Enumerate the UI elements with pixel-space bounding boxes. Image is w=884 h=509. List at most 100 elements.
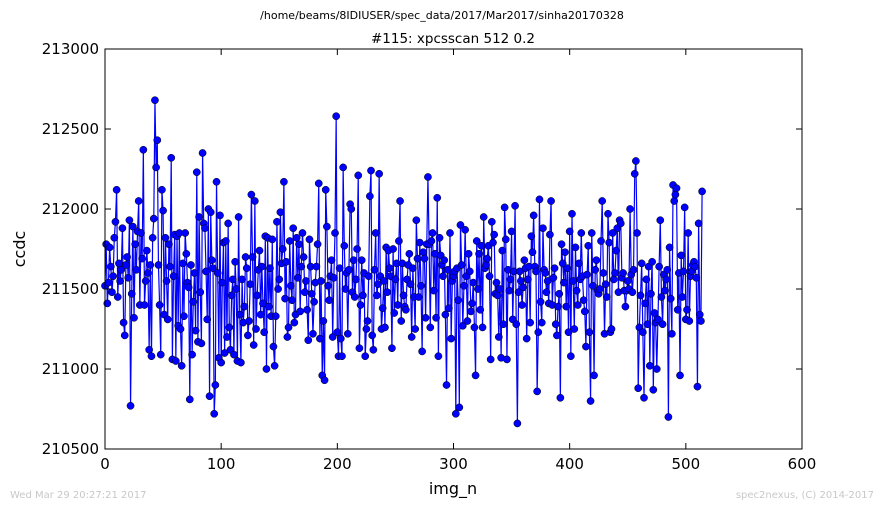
data-point (188, 350, 196, 359)
data-point (677, 251, 686, 260)
data-point (623, 277, 632, 285)
data-point (655, 262, 663, 271)
y-tick-label: 211000 (42, 360, 99, 378)
data-point (460, 281, 468, 290)
data-point (388, 344, 396, 353)
data-point (562, 302, 571, 311)
data-point (266, 264, 274, 273)
x-tick-label: 500 (672, 455, 701, 473)
data-point (658, 320, 667, 329)
data-point (402, 305, 410, 314)
data-point (630, 169, 639, 178)
data-point (643, 320, 652, 329)
data-point (650, 309, 659, 317)
data-point (664, 413, 673, 421)
data-point (185, 395, 194, 404)
data-point (583, 270, 591, 279)
data-point (529, 211, 538, 220)
data-point (290, 318, 299, 327)
data-point (582, 342, 590, 351)
data-point (684, 229, 693, 237)
data-point (652, 365, 661, 373)
data-point (285, 237, 294, 245)
data-point (378, 304, 387, 313)
data-point (103, 299, 112, 308)
data-point (539, 224, 547, 233)
data-point (287, 281, 295, 290)
data-point (139, 145, 148, 154)
data-point (420, 254, 429, 263)
data-point (370, 265, 379, 274)
data-point (572, 286, 581, 295)
data-point (211, 381, 220, 389)
data-point (134, 197, 143, 205)
x-tick-label: 600 (788, 455, 817, 473)
data-point (591, 265, 600, 274)
data-point (355, 344, 364, 353)
data-point (537, 318, 546, 327)
data-point (428, 229, 437, 237)
data-point (546, 230, 554, 239)
data-point (560, 278, 568, 287)
data-point (268, 235, 277, 244)
data-point (178, 259, 187, 268)
data-point (619, 269, 627, 277)
data-point (383, 288, 392, 297)
data-point (569, 277, 578, 285)
data-point (556, 393, 565, 402)
data-point (340, 241, 349, 250)
data-point (454, 296, 462, 305)
data-point (163, 315, 172, 324)
data-point (260, 328, 268, 337)
data-point (324, 281, 332, 290)
data-point (580, 307, 589, 316)
data-point (526, 318, 535, 327)
y-tick-label: 210500 (42, 440, 99, 458)
data-point (353, 245, 361, 253)
data-point (319, 317, 328, 325)
data-point (568, 209, 576, 218)
data-point (223, 333, 231, 341)
data-point (558, 259, 567, 268)
data-point (397, 317, 406, 325)
data-point (549, 273, 558, 282)
data-point (679, 267, 688, 276)
data-point (172, 357, 180, 365)
data-point (503, 355, 511, 364)
data-point (190, 269, 199, 277)
data-point (275, 275, 284, 284)
data-point (257, 262, 266, 271)
data-point (113, 293, 122, 301)
data-point (138, 254, 147, 263)
data-point (485, 272, 494, 281)
data-point (451, 409, 460, 418)
data-point (176, 325, 185, 333)
data-point (536, 297, 545, 306)
data-point (212, 177, 221, 186)
data-point (350, 293, 359, 301)
data-point (158, 185, 166, 194)
data-point (535, 195, 544, 204)
x-axis-label: img_n (429, 479, 477, 499)
data-point (680, 203, 689, 212)
data-point (368, 331, 377, 340)
data-point (227, 291, 236, 300)
data-point (122, 261, 130, 269)
data-point (483, 254, 492, 263)
data-point (599, 269, 608, 277)
data-point (237, 358, 245, 367)
data-point (616, 219, 625, 228)
data-point (464, 249, 473, 258)
data-point (312, 262, 321, 271)
data-point (202, 267, 210, 276)
x-tick-label: 200 (323, 455, 352, 473)
data-point (475, 249, 483, 258)
data-point (336, 334, 345, 343)
data-point (166, 262, 174, 271)
data-point (550, 264, 559, 273)
data-point (498, 246, 507, 255)
data-point (435, 233, 444, 242)
data-point (120, 331, 129, 340)
data-point (234, 213, 243, 221)
data-point (359, 291, 367, 300)
